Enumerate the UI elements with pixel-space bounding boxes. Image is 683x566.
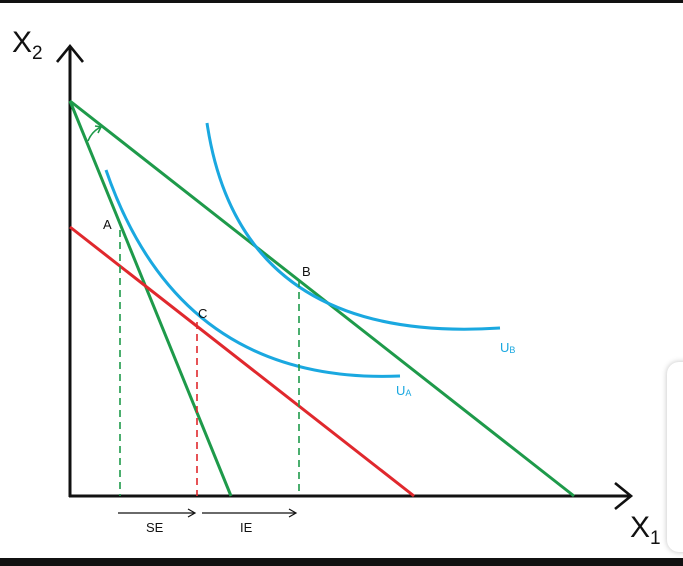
substitution-effect-arrowhead <box>187 508 197 518</box>
axes <box>55 43 634 511</box>
indifference-curve-ua <box>104 169 401 378</box>
bottom-border <box>0 558 683 566</box>
income-effect-label: IE <box>240 520 253 535</box>
compensated-budget-line <box>69 225 415 498</box>
y-axis-arrowhead <box>55 43 85 63</box>
point-a-label: A <box>103 217 112 232</box>
pivot-arrowhead <box>94 125 103 134</box>
point-c-label: C <box>198 306 207 321</box>
side-panel-tab[interactable] <box>667 362 683 552</box>
income-effect-arrowhead <box>288 508 298 518</box>
pivot-arrow <box>87 126 102 142</box>
indifference-curve-ub <box>205 122 501 331</box>
x-axis-title: X1 <box>630 511 661 549</box>
substitution-effect-label: SE <box>146 520 164 535</box>
curve-ub-label: UB <box>500 340 515 355</box>
x-axis-arrowhead <box>614 481 634 511</box>
new-budget-line <box>69 99 575 498</box>
top-border <box>0 0 683 3</box>
y-axis-title: X2 <box>12 26 43 64</box>
original-budget-line <box>68 100 233 497</box>
curve-ua-label: UA <box>396 383 411 398</box>
point-b-label: B <box>302 264 311 279</box>
